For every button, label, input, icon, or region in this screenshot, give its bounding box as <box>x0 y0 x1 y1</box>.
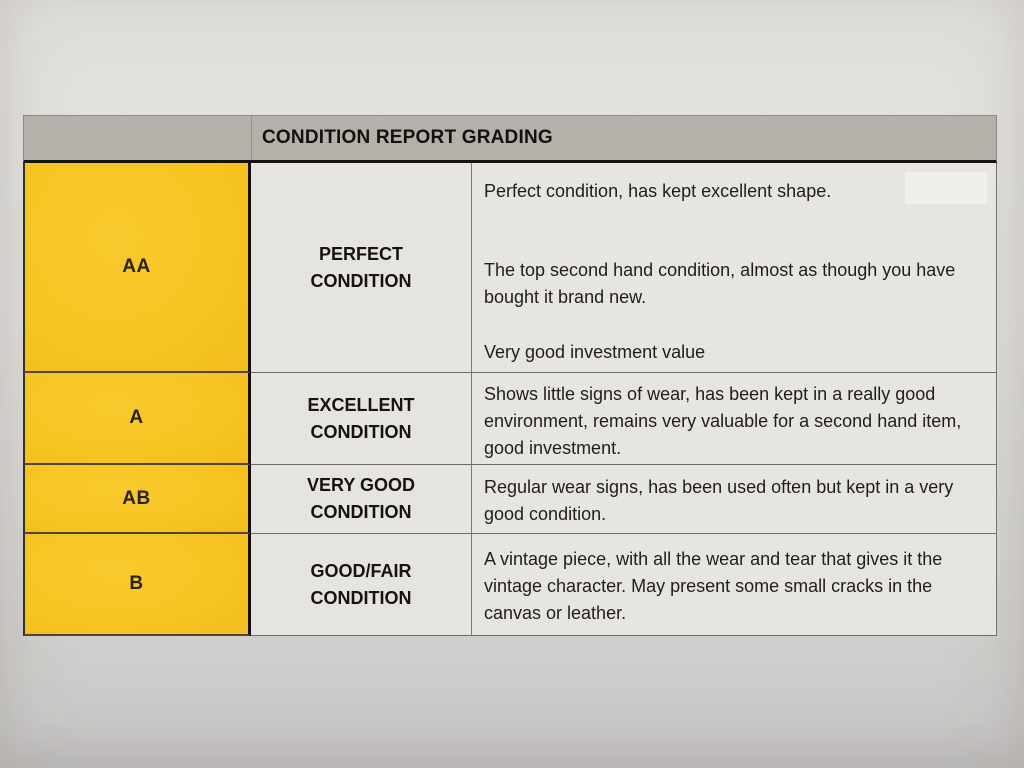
correction-mark <box>905 172 987 204</box>
description-paragraph: Shows little signs of wear, has been kep… <box>484 384 962 458</box>
condition-label-line: CONDITION <box>310 502 412 522</box>
description-paragraph: Very good investment value <box>484 342 706 362</box>
table-row-ab: AB VERY GOOD CONDITION Regular wear sign… <box>23 465 997 534</box>
condition-label-line: CONDITION <box>310 270 412 291</box>
grade-code: A <box>129 407 144 428</box>
condition-label-line: CONDITION <box>310 587 412 608</box>
table-row-a: A EXCELLENT CONDITION Shows little signs… <box>23 373 997 465</box>
description-paragraph: Regular wear signs, has been used often … <box>484 477 954 524</box>
grade-code: B <box>129 573 144 594</box>
grade-code: AB <box>122 487 151 509</box>
grade-cell: A <box>23 373 251 465</box>
grade-cell: AB <box>23 465 251 534</box>
header-spacer-cell <box>24 116 252 160</box>
table-row-aa: AA PERFECT CONDITION Perfect condition, … <box>23 163 997 373</box>
condition-label-line: CONDITION <box>310 421 412 442</box>
grade-cell: B <box>23 534 251 636</box>
condition-label-line: VERY GOOD <box>306 475 416 495</box>
condition-label-line: GOOD/FAIR <box>310 560 412 581</box>
description-paragraph: A vintage piece, with all the wear and t… <box>484 549 943 623</box>
description-paragraph: Perfect condition, has kept excellent sh… <box>484 181 832 201</box>
description-cell: Regular wear signs, has been used often … <box>472 465 997 534</box>
description-cell: A vintage piece, with all the wear and t… <box>472 534 997 636</box>
description-cell: Shows little signs of wear, has been kep… <box>472 373 997 465</box>
condition-label-line: PERFECT <box>318 243 403 264</box>
condition-label-line: EXCELLENT <box>307 394 415 415</box>
condition-label-cell: VERY GOOD CONDITION <box>251 465 472 534</box>
grade-code: AA <box>122 256 151 277</box>
table-header-row: CONDITION REPORT GRADING <box>23 115 997 163</box>
condition-label-cell: EXCELLENT CONDITION <box>251 373 472 465</box>
description-paragraph: The top second hand condition, almost as… <box>484 260 956 307</box>
grade-cell: AA <box>23 163 251 373</box>
table-row-b: B GOOD/FAIR CONDITION A vintage piece, w… <box>23 534 997 636</box>
condition-label-cell: GOOD/FAIR CONDITION <box>251 534 472 636</box>
table-title: CONDITION REPORT GRADING <box>262 127 553 148</box>
condition-report-grading-table: CONDITION REPORT GRADING AA PERFECT COND… <box>23 115 997 636</box>
condition-label-cell: PERFECT CONDITION <box>251 163 472 373</box>
